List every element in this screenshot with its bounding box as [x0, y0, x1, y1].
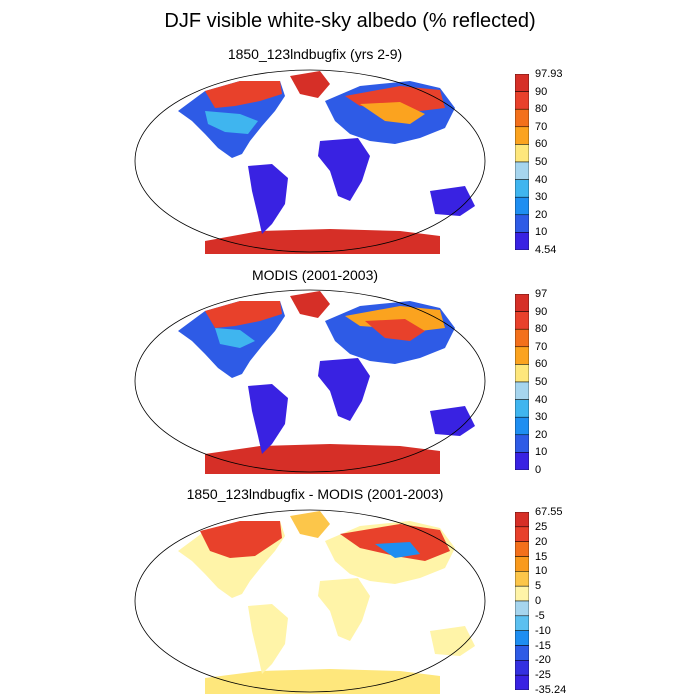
colorbar-swatch [515, 434, 529, 453]
panel-2-title: MODIS (2001-2003) [251, 267, 379, 283]
colorbar-label: 50 [535, 376, 548, 388]
colorbar-swatch [515, 91, 529, 110]
colorbar-label: 20 [535, 428, 548, 441]
panel-1-title: 1850_123lndbugfix (yrs 2-9) [227, 46, 403, 62]
panel-2-colorbar-swatches [515, 294, 529, 470]
colorbar-swatch [515, 571, 529, 587]
colorbar-swatch [515, 585, 529, 602]
colorbar-swatch [515, 674, 529, 690]
panel-2-map [134, 289, 486, 474]
colorbar-swatch [515, 600, 529, 617]
colorbar-label: 20 [535, 208, 548, 221]
colorbar-label: 40 [535, 173, 548, 186]
colorbar-swatch [515, 541, 529, 557]
colorbar-swatch [515, 108, 529, 128]
panel-1-map [134, 69, 486, 254]
colorbar-swatch [515, 381, 529, 400]
colorbar-swatch [515, 512, 529, 528]
colorbar-swatch [515, 214, 529, 233]
panel-1-colorbar: 97.93 90 80 70 60 50 40 30 20 10 4.54 [515, 68, 575, 256]
panel-2-colorbar: 97 90 80 70 60 50 40 30 20 10 0 [515, 288, 575, 476]
colorbar-swatch [515, 232, 529, 250]
colorbar-label: 30 [535, 191, 548, 204]
colorbar-label: 5 [535, 580, 542, 593]
colorbar-label: 15 [535, 550, 548, 563]
colorbar-label: 0 [535, 595, 542, 607]
colorbar-label: 80 [535, 323, 548, 336]
colorbar-swatch [515, 630, 529, 646]
colorbar-label: 4.54 [535, 244, 557, 256]
panel-1-colorbar-swatches [515, 74, 529, 250]
colorbar-label: 10 [535, 226, 548, 239]
colorbar-swatch [515, 126, 529, 145]
colorbar-swatch [515, 364, 529, 383]
colorbar-label: 10 [535, 446, 548, 459]
colorbar-swatch [515, 452, 529, 470]
colorbar-label: -20 [535, 654, 551, 667]
colorbar-label: 0 [535, 464, 542, 476]
panel-1-map-outline [134, 69, 486, 253]
colorbar-label: 80 [535, 103, 548, 116]
colorbar-label: 60 [535, 138, 548, 151]
colorbar-swatch [515, 196, 529, 216]
colorbar-swatch [515, 615, 529, 631]
colorbar-label: 97.93 [535, 68, 563, 80]
colorbar-swatch [515, 161, 529, 180]
panel-1-land [178, 71, 475, 254]
colorbar-label: -25 [535, 669, 551, 682]
colorbar-swatch [515, 328, 529, 348]
colorbar-label: 90 [535, 305, 548, 318]
colorbar-label: 50 [535, 156, 548, 168]
colorbar-label: 60 [535, 358, 548, 371]
panel-3-colorbar-swatches [515, 512, 529, 690]
colorbar-label: -15 [535, 639, 551, 652]
panel-3-land [178, 511, 475, 694]
colorbar-swatch [515, 179, 529, 198]
figure-title: DJF visible white-sky albedo (% reflecte… [164, 10, 536, 32]
colorbar-label: 70 [535, 340, 548, 353]
panel-3-map [134, 509, 486, 694]
colorbar-label: 67.55 [535, 506, 563, 518]
colorbar-swatch [515, 144, 529, 163]
panel-3-map-outline [134, 509, 486, 693]
colorbar-label: 70 [535, 120, 548, 133]
colorbar-label: 30 [535, 411, 548, 424]
colorbar-swatch [515, 346, 529, 365]
colorbar-swatch [515, 526, 529, 542]
colorbar-label: 25 [535, 520, 548, 533]
colorbar-swatch [515, 556, 529, 572]
colorbar-swatch [515, 294, 529, 312]
colorbar-swatch [515, 399, 529, 418]
colorbar-swatch [515, 416, 529, 436]
colorbar-label: -5 [535, 609, 545, 622]
colorbar-label: 40 [535, 393, 548, 406]
colorbar-label: -10 [535, 624, 551, 637]
panel-3-title: 1850_123lndbugfix - MODIS (2001-2003) [186, 486, 444, 502]
colorbar-label: 10 [535, 565, 548, 578]
panel-2-land [178, 291, 475, 474]
colorbar-swatch [515, 74, 529, 92]
colorbar-label: 20 [535, 535, 548, 548]
colorbar-swatch [515, 660, 529, 676]
colorbar-label: 90 [535, 85, 548, 98]
colorbar-swatch [515, 311, 529, 330]
colorbar-label: -35.24 [535, 684, 567, 696]
panel-2-map-outline [134, 289, 486, 473]
colorbar-label: 97 [535, 288, 548, 300]
colorbar-swatch [515, 645, 529, 661]
panel-3-colorbar: 67.55 25 20 15 10 5 0 -5 -10 -15 -20 -25 -35.24 [515, 506, 575, 696]
